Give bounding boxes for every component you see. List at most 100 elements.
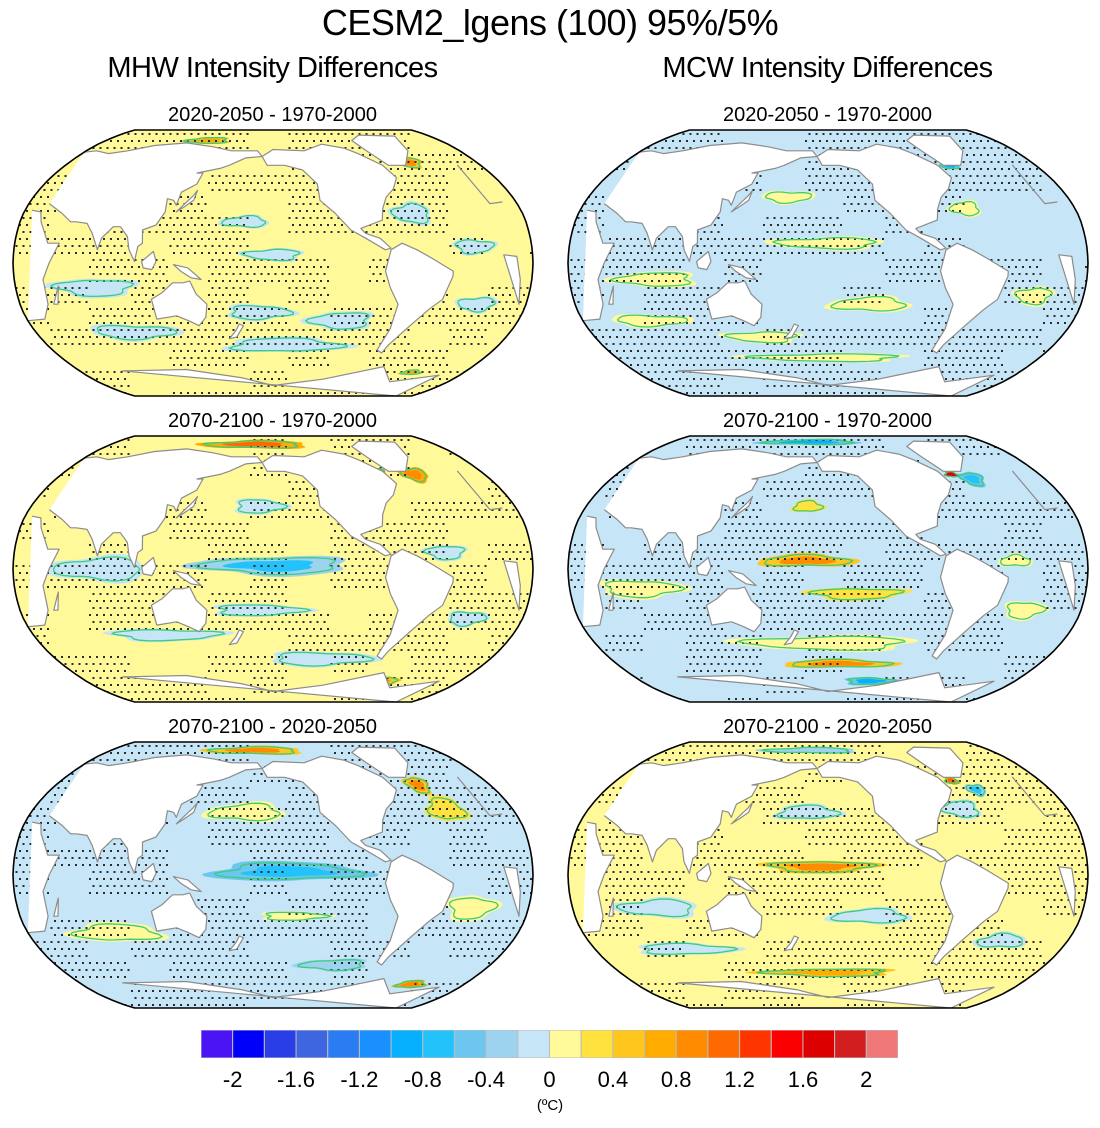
significance-contour [422,545,466,561]
significance-contour [227,337,348,352]
field-region-core [809,660,875,667]
field-region [603,271,697,288]
field-region [386,200,431,226]
field-region-core [192,138,220,143]
colorbar-box [201,1030,234,1058]
land-mass [48,754,491,874]
land-mass [172,570,202,587]
land-mass [141,862,157,883]
significance-contour [775,804,842,819]
land-mass [175,189,199,213]
significance-contour [975,932,1023,948]
significance-contour [297,959,363,972]
field-region-core [778,440,840,444]
land-mass [261,143,398,251]
colorbar-tick-label: -1.6 [277,1067,315,1092]
map-panel [12,741,534,1009]
significance-contour [192,556,337,576]
colorbar-box [834,1030,867,1058]
land-mass [150,586,208,633]
significance-contour [806,588,906,601]
colorbar [201,1030,898,1058]
significance-contour [265,911,333,921]
field-region [43,278,141,299]
land-mass [48,448,491,568]
land-mass [582,201,1076,322]
field-region [451,238,499,256]
map-panel [567,435,1089,703]
colorbar-box [390,1030,424,1058]
colorbar-tick-label: 2 [860,1067,873,1092]
significance-contour [723,331,799,344]
colorbar-tick-label: 0.4 [597,1067,629,1092]
land-mass [608,591,614,611]
significance-contour [792,499,825,512]
colorbar-box [295,1030,329,1058]
field-region-core [969,786,982,794]
colorbar-box [612,1030,646,1058]
colorbar-box [770,1030,804,1058]
significance-contour [764,191,813,205]
colorbar-box [517,1030,551,1058]
colorbar-tick-label: -1.2 [340,1067,379,1092]
land-mass [228,935,244,952]
land-mass [931,854,1009,966]
significance-contour [756,968,887,978]
land-mass [228,323,244,340]
significance-contour [49,279,135,298]
significance-contour [771,236,878,250]
land-mass [150,280,208,327]
significance-contour [791,658,896,668]
field-region [201,800,287,823]
significance-contour [219,604,313,617]
field-region [299,311,375,332]
colorbar-box [485,1030,519,1058]
map-panel [567,741,1089,1009]
map-boundary [12,741,534,1009]
land-mass [603,448,1046,568]
land-mass [261,449,398,557]
figure-title: CESM2_lgens (100) 95%/5% [321,2,779,43]
colorbar-tick-label: 0.8 [660,1067,692,1092]
land-mass [351,746,409,778]
colorbar-box [358,1030,392,1058]
colorbar-tick-label: -0.8 [403,1067,442,1092]
land-mass [175,801,199,825]
field-region-core [221,441,283,447]
significance-contour [182,136,229,145]
panel-title: 2070-2100 - 2020-2050 [167,716,378,738]
significance-contour [213,862,367,881]
land-mass [27,813,521,934]
colorbar-tick-label: -2 [222,1067,243,1092]
field-region-core [403,370,418,374]
significance-contour [765,861,881,874]
land-mass [906,134,964,166]
significance-contour [70,923,164,941]
land-mass [603,754,1046,874]
field-region-core [240,865,338,877]
field-region-core [408,780,426,791]
colorbar-box [675,1030,709,1058]
significance-contour [207,802,282,822]
colorbar-box [422,1030,455,1058]
significance-contour [454,239,496,255]
field-region-core [224,747,281,753]
land-mass [727,876,757,893]
colorbar-box [739,1030,772,1058]
significance-contour [110,629,226,642]
land-mass [122,366,440,396]
land-mass [705,586,763,633]
land-mass [727,264,757,281]
land-mass [696,862,712,883]
land-mass [53,591,59,611]
significance-contour [402,777,430,794]
significance-contour [1006,602,1047,620]
significance-contour [448,897,500,920]
column-title-mhw: MHW Intensity Differences [107,52,438,84]
significance-contour [304,312,371,330]
land-mass [351,440,409,472]
field-region [445,895,503,922]
significance-contour [763,553,854,567]
land-mass [727,570,757,587]
significance-contour [205,745,296,755]
